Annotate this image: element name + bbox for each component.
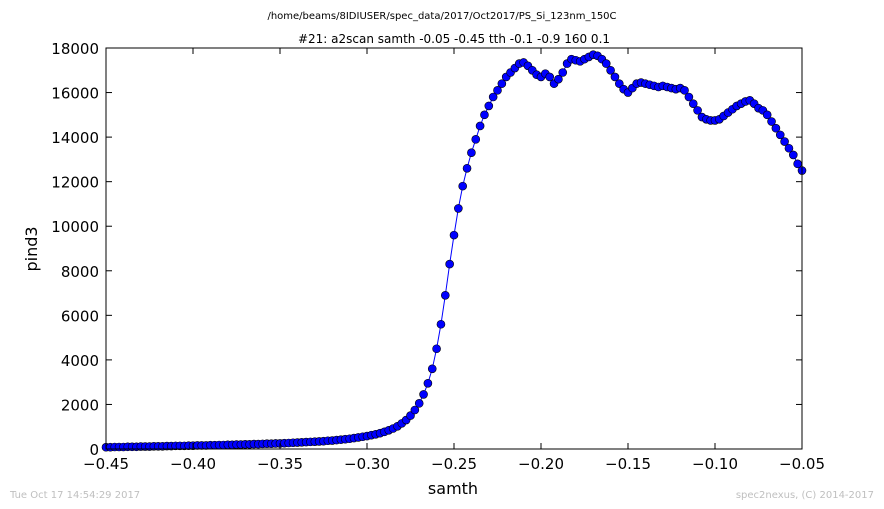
- y-tick-label: 8000: [61, 263, 99, 281]
- x-tick-label: −0.10: [692, 455, 738, 473]
- chart-title: #21: a2scan samth -0.05 -0.45 tth -0.1 -…: [298, 32, 610, 46]
- data-point: [784, 143, 794, 153]
- data-point: [680, 86, 689, 95]
- figure-suptitle: /home/beams/8IDIUSER/spec_data/2017/Oct2…: [267, 11, 616, 22]
- data-point: [493, 86, 502, 95]
- y-tick-label: 6000: [61, 307, 99, 325]
- data-point: [414, 399, 424, 408]
- x-axis-label: samth: [428, 479, 478, 498]
- data-point: [558, 68, 568, 77]
- data-point: [693, 106, 702, 115]
- data-point: [467, 148, 476, 158]
- data-point: [488, 92, 498, 102]
- data-point: [601, 59, 611, 68]
- y-tick-label: 4000: [61, 352, 99, 370]
- ticks-layer: −0.45 −0.40 −0.35 −0.30 −0.25 −0.20 −0.15 −0.10…: [51, 40, 825, 473]
- data-point: [788, 150, 798, 160]
- footer-copyright: spec2nexus, (C) 2014-2017: [736, 490, 874, 501]
- data-point: [684, 92, 694, 102]
- footer-timestamp: Tue Oct 17 14:54:29 2017: [9, 490, 140, 501]
- data-point: [423, 378, 433, 388]
- y-tick-label: 10000: [51, 218, 99, 236]
- data-point: [475, 121, 485, 131]
- x-tick-label: −0.35: [257, 455, 303, 473]
- data-point: [410, 405, 420, 415]
- series-layer: [101, 50, 807, 452]
- data-point: [762, 110, 772, 120]
- data-point: [780, 137, 789, 146]
- data-point: [606, 65, 615, 75]
- y-tick-label: 16000: [51, 85, 99, 103]
- data-point: [545, 72, 555, 82]
- x-tick-label: −0.05: [779, 455, 825, 473]
- x-tick-label: −0.20: [518, 455, 564, 473]
- plot-area: −0.45 −0.40 −0.35 −0.30 −0.25 −0.20 −0.15 −0.10…: [51, 40, 825, 473]
- y-tick-label: 12000: [51, 174, 99, 192]
- data-point: [771, 123, 781, 133]
- y-tick-label: 2000: [61, 396, 99, 414]
- data-point: [471, 135, 481, 144]
- data-point: [445, 259, 454, 269]
- x-tick-label: −0.30: [344, 455, 390, 473]
- data-point: [484, 101, 494, 111]
- x-tick-label: −0.15: [605, 455, 651, 473]
- data-point: [554, 74, 563, 84]
- data-point: [449, 230, 459, 240]
- y-tick-label: 18000: [51, 40, 99, 58]
- y-tick-label: 14000: [51, 129, 99, 147]
- data-point: [775, 130, 785, 140]
- x-tick-label: −0.25: [431, 455, 477, 473]
- data-point: [462, 164, 472, 173]
- y-tick-label: 0: [89, 441, 99, 459]
- data-point: [436, 319, 446, 329]
- data-point: [454, 204, 463, 213]
- data-point: [480, 110, 489, 120]
- data-point: [497, 79, 507, 88]
- data-point: [767, 117, 776, 126]
- data-point: [458, 181, 468, 191]
- data-point: [432, 344, 441, 354]
- data-point: [440, 290, 450, 300]
- data-point: [688, 99, 698, 108]
- x-tick-label: −0.45: [83, 455, 129, 473]
- data-point: [427, 364, 437, 374]
- data-point: [419, 390, 428, 399]
- data-point: [610, 72, 620, 82]
- x-tick-label: −0.40: [170, 455, 216, 473]
- y-axis-label: pind3: [22, 226, 41, 271]
